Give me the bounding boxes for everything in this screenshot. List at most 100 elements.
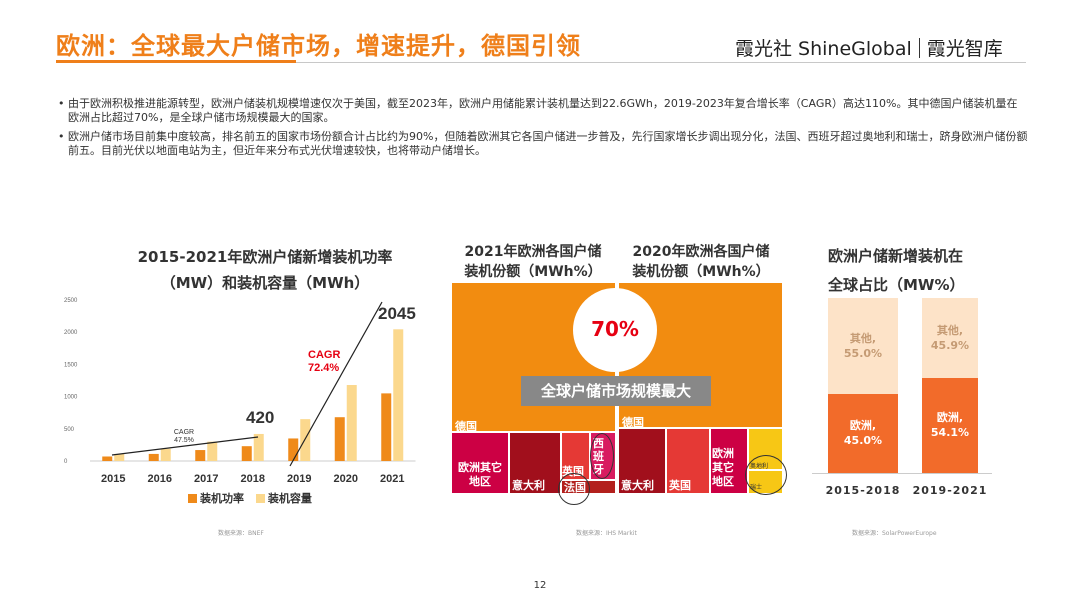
x-tick-label: 2019: [287, 473, 311, 485]
cagr1-value: 47.5%: [174, 437, 194, 444]
y-tick-label: 2000: [64, 330, 78, 336]
bar-power: [381, 393, 392, 461]
treemap-2021: 德国 欧洲其它地区 意大利 英国 西班牙 法国: [452, 283, 615, 505]
treemap-2020-others-label: 欧洲其它地区: [712, 447, 734, 488]
bar-power: [148, 453, 159, 461]
legend-swatch-capacity: [255, 494, 265, 503]
chart1-title-line1: 2015-2021年欧洲户储新增装机功率: [137, 248, 393, 266]
title-accent-bar: [56, 60, 296, 63]
callout-2018-value: 420: [246, 408, 274, 427]
bar-2019-2021-other-label: 其他, 45.9%: [922, 323, 978, 353]
bar-2019-2021: [922, 298, 978, 473]
brand-think-tank: 霞光智库: [926, 38, 1003, 60]
treemap-2020-italy: [619, 429, 665, 493]
other-label-text: 其他,: [936, 324, 964, 337]
highlight-circle-austria-swiss: [745, 455, 787, 495]
treemap-2020-uk: [667, 429, 709, 493]
treemap-2020-uk-label: 英国: [669, 479, 691, 492]
chart2-right-title-line1: 2020年欧洲各国户储: [632, 244, 770, 260]
bar-power: [195, 450, 206, 461]
treemap-2021-others: [452, 433, 508, 493]
callout-2021-value: 2045: [378, 304, 416, 323]
y-tick-label: 2500: [64, 298, 78, 304]
x-tick-label: 2021: [380, 473, 404, 485]
treemap-2021-germany-label: 德国: [455, 420, 477, 433]
bar-capacity: [207, 441, 218, 461]
bullet-item: 由于欧洲积极推进能源转型，欧洲户储装机规模增速仅次于美国，截至2023年，欧洲户…: [58, 97, 1028, 125]
cagr2-label: CAGR: [308, 349, 340, 361]
bullet-item: 欧洲户储市场目前集中度较高，排名前五的国家市场份额合计占比约为90%，但随着欧洲…: [58, 130, 1028, 158]
page-number: 12: [533, 580, 547, 591]
bar-capacity: [393, 329, 404, 461]
chart2-right-title: 2020年欧洲各国户储 装机份额（MWh%）: [620, 242, 782, 282]
legend-power-label: 装机功率: [200, 492, 244, 505]
highlight-circle-spain: [590, 433, 614, 479]
y-tick-label: 0: [64, 459, 68, 465]
chart2-left-title: 2021年欧洲各国户储 装机份额（MWh%）: [452, 242, 614, 282]
chart3-title-line1: 欧洲户储新增装机在: [828, 247, 964, 265]
treemap-2021-others-label: 欧洲其它地区: [458, 461, 502, 488]
legend-swatch-power: [188, 494, 197, 503]
center-pct-value: 70%: [591, 317, 639, 341]
bar-power: [241, 446, 252, 461]
treemap-2021-italy-label: 意大利: [512, 479, 545, 492]
bar-2015-2018-europe: [828, 394, 898, 473]
treemap-2020-others: [711, 429, 747, 493]
cagr2-trend-line: [289, 301, 383, 467]
bar-2015-2018: [828, 298, 898, 473]
bar-power: [288, 438, 299, 461]
chart1-bars: [102, 329, 404, 461]
bar-capacity: [300, 419, 311, 461]
bar-capacity: [114, 453, 125, 461]
bar-capacity: [160, 448, 171, 461]
x-tick-label: 2018: [241, 473, 265, 485]
highlight-circle-france: [558, 473, 590, 505]
x-tick-label: 2017: [194, 473, 218, 485]
chart1-title: 2015-2021年欧洲户储新增装机功率 （MW）和装机容量（MWh）: [100, 244, 430, 296]
europe-label-pct: 45.0%: [843, 434, 883, 447]
treemap-2021-italy: [510, 433, 560, 493]
bar-capacity: [253, 433, 264, 461]
other-label-pct: 55.0%: [843, 347, 883, 360]
chart2-left-title-line1: 2021年欧洲各国户储: [464, 244, 602, 260]
page-title: 欧洲：全球最大户储市场，增速提升，德国引领: [56, 32, 581, 60]
bar-power: [334, 417, 345, 461]
y-tick-label: 1000: [64, 395, 78, 401]
treemap-2021-uk: [562, 433, 589, 479]
treemap-2020-germany-label: 德国: [622, 416, 644, 429]
europe-label-text: 欧洲,: [849, 419, 877, 432]
other-label-pct: 45.9%: [930, 339, 970, 352]
chart3-x-label: 2015-2018: [825, 484, 901, 497]
bar-capacity: [346, 385, 357, 461]
chart3-source: 数据来源：SolarPowerEurope: [852, 530, 937, 537]
europe-label-text: 欧洲,: [936, 411, 964, 424]
chart3-axis-line: [812, 473, 992, 474]
y-tick-label: 1500: [64, 362, 78, 368]
x-tick-label: 2020: [334, 473, 358, 485]
banner-largest-market: 全球户储市场规模最大: [521, 376, 711, 406]
cagr1-label: CAGR: [174, 429, 194, 436]
legend-capacity-label: 装机容量: [267, 492, 312, 505]
y-tick-label: 500: [64, 427, 75, 433]
cagr1-trend-line: [111, 436, 259, 456]
bar-power: [102, 456, 113, 461]
x-tick-label: 2016: [148, 473, 172, 485]
chart1-axes: 2500 2000 1500 1000 500 0: [64, 298, 416, 465]
chart1-legend: 装机功率 装机容量: [188, 490, 312, 506]
other-label-text: 其他,: [849, 332, 877, 345]
europe-label-pct: 54.1%: [930, 426, 970, 439]
bar-2015-2018-europe-label: 欧洲, 45.0%: [828, 418, 898, 448]
chart1-x-labels: 2015 2016 2017 2018 2019 2020 2021: [101, 473, 404, 485]
center-pct-circle: [573, 288, 657, 372]
bar-2019-2021-europe-label: 欧洲, 54.1%: [922, 410, 978, 440]
chart1-source: 数据来源：BNEF: [218, 530, 264, 537]
treemap-2020-italy-label: 意大利: [621, 479, 654, 492]
summary-bullets: 由于欧洲积极推进能源转型，欧洲户储装机规模增速仅次于美国，截至2023年，欧洲户…: [58, 97, 1028, 163]
chart1-title-line2: （MW）和装机容量（MWh）: [160, 274, 370, 292]
chart3-x-label: 2019-2021: [912, 484, 988, 497]
bar-2019-2021-europe: [922, 378, 978, 473]
brand-separator: [918, 38, 920, 58]
title-divider: [56, 62, 1026, 63]
brand-logo: 霞光社 ShineGlobal 霞光智库: [735, 34, 1003, 61]
